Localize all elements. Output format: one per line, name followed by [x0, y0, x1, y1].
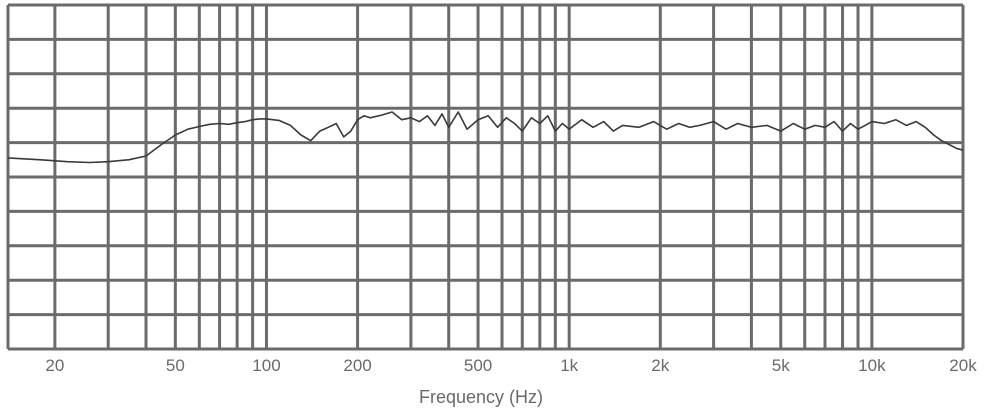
- x-tick-labels: 20 50 100 200 500 1k 2k 5k 10k 20k: [45, 356, 977, 375]
- x-tick-label: 200: [343, 356, 371, 375]
- x-tick-label: 500: [464, 356, 492, 375]
- x-tick-label: 20: [45, 356, 64, 375]
- vertical-gridlines: [6, 5, 965, 349]
- x-tick-label: 50: [166, 356, 185, 375]
- x-tick-label: 1k: [560, 356, 578, 375]
- x-tick-label: 20k: [949, 356, 977, 375]
- response-curve: [7, 111, 964, 164]
- series-layer: [7, 111, 964, 164]
- x-tick-label: 5k: [772, 356, 790, 375]
- x-tick-label: 2k: [651, 356, 669, 375]
- x-tick-label: 100: [252, 356, 280, 375]
- x-axis-title: Frequency (Hz): [419, 387, 543, 407]
- x-tick-label: 10k: [858, 356, 886, 375]
